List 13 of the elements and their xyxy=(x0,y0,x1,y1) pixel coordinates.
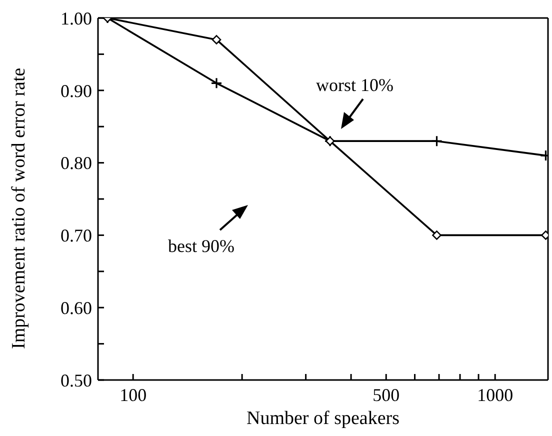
x-axis-title: Number of speakers xyxy=(246,408,400,429)
y-axis-title: Improvement ratio of word error rate xyxy=(8,68,30,349)
x-tick-label: 500 xyxy=(372,384,400,405)
annotation: best 90% xyxy=(168,236,234,257)
x-tick-label: 1000 xyxy=(477,384,514,405)
y-tick-label: 0.80 xyxy=(60,153,92,174)
x-tick-label: 100 xyxy=(120,384,147,405)
y-tick-label: 0.70 xyxy=(60,226,92,246)
annotation: worst 10% xyxy=(316,75,394,96)
y-tick-label: 0.50 xyxy=(60,370,92,390)
y-tick-label: 0.60 xyxy=(60,298,92,318)
y-tick-label: 1.00 xyxy=(60,8,92,28)
y-tick-label: 0.90 xyxy=(60,80,92,101)
